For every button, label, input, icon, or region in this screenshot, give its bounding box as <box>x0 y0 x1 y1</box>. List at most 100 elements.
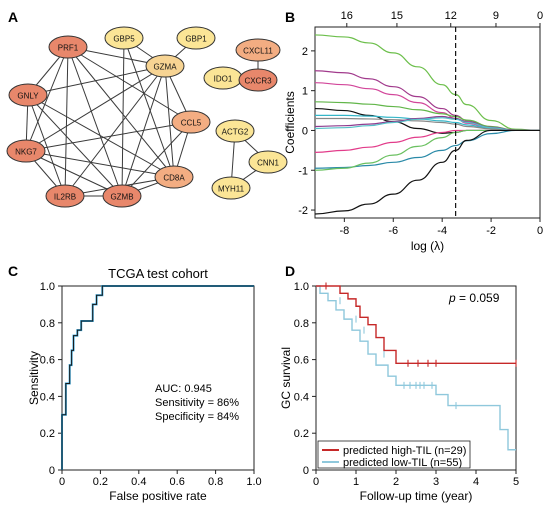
network-edge <box>121 121 192 197</box>
network-edge <box>67 46 192 123</box>
network-node-ccl5: CCL5 <box>171 110 211 134</box>
network-nodes: PRF1 GBP5 GBP1 GZMA CXCL11 GNLY IDO1 CXCR3 CCL5 A… <box>6 26 288 208</box>
d-legend-box <box>317 440 471 469</box>
panel-d-label: D <box>285 263 295 279</box>
b-x-tick-label: -4 <box>437 225 447 237</box>
b-coef-series-12 <box>314 129 540 215</box>
c-y-tick-label: 1.0 <box>40 281 55 293</box>
network-node-il2rb: IL2RB <box>45 184 85 208</box>
b-coef-series-10 <box>314 129 540 169</box>
node-label: CXCR3 <box>244 77 272 86</box>
b-y-axis-label: Coefficients <box>283 91 297 153</box>
node-label: GZMA <box>153 63 177 72</box>
node-ellipse <box>104 26 144 50</box>
d-x-tick-label: 1 <box>353 476 359 488</box>
d-y-tick-label: 0.4 <box>294 391 309 403</box>
node-label: IDO1 <box>214 75 233 84</box>
network-edge <box>64 65 166 197</box>
node-label: IL2RB <box>54 193 76 202</box>
c-x-tick-label: 0.2 <box>93 476 108 488</box>
d-y-tick-label: 0.6 <box>294 355 309 367</box>
d-x-tick-label: 0 <box>313 476 319 488</box>
network-edge <box>164 65 175 178</box>
panel-b-lasso-path: B Coefficients log (λ) -8 -6 -4 -2 0-2-10121… <box>283 9 543 253</box>
b-coef-series-8 <box>314 117 540 132</box>
d-y-tick-label: 0.8 <box>294 318 309 330</box>
c-chart-title: TCGA test cohort <box>108 266 208 281</box>
c-y-tick-label: 0.4 <box>40 391 55 403</box>
b-x-axis-label: log (λ) <box>411 239 444 253</box>
d-y-tick-label: 1.0 <box>294 281 309 293</box>
c-specificity-annotation: Specificity = 84% <box>155 411 239 423</box>
b-y-tick-label: 1 <box>302 86 308 98</box>
c-auc-annotation: AUC: 0.945 <box>155 383 212 395</box>
d-x-tick-label: 2 <box>393 476 399 488</box>
c-y-tick-label: 0.6 <box>40 355 55 367</box>
c-x-tick-label: 0.6 <box>170 476 185 488</box>
b-y-tick-label: 0 <box>302 125 308 137</box>
d-x-tick-label: 3 <box>433 476 439 488</box>
d-pvalue-symbol: p <box>448 291 456 305</box>
network-edge <box>121 37 125 197</box>
network-edge <box>27 65 166 96</box>
d-legend-label-low: predicted low-TIL (n=55) <box>343 457 462 469</box>
d-legend-label-high: predicted high-TIL (n=29) <box>343 445 466 457</box>
b-y-tick-label: 2 <box>302 46 308 58</box>
c-sensitivity-annotation: Sensitivity = 86% <box>155 397 239 409</box>
node-ellipse <box>215 119 255 143</box>
c-plot-area: 0 0.2 0.4 0.6 0.8 1.0 0 0.2 0.4 0.6 0.8 1.0 <box>40 281 262 488</box>
node-ellipse <box>145 54 185 78</box>
network-edge <box>123 37 175 178</box>
node-ellipse <box>211 176 251 200</box>
node-ellipse <box>171 110 211 134</box>
panel-a-network: A PRF1 GBP5 GBP1 GZMA CXCL11 GNLY IDO1 CXCR3 CCL… <box>6 9 288 208</box>
b-top-tick-label: 12 <box>445 10 457 22</box>
node-ellipse <box>176 26 216 50</box>
c-plot-frame <box>61 285 255 471</box>
node-ellipse <box>235 38 281 62</box>
network-edge <box>121 65 166 197</box>
network-node-cd8a: CD8A <box>154 165 194 189</box>
node-label: GBP1 <box>185 35 207 44</box>
network-node-actg2: ACTG2 <box>215 119 255 143</box>
network-node-gzma: GZMA <box>145 54 185 78</box>
network-node-gnly: GNLY <box>8 83 48 107</box>
c-x-tick-label: 0 <box>59 476 65 488</box>
b-y-tick-label: -2 <box>298 205 308 217</box>
b-coef-series-3 <box>314 101 541 132</box>
network-edge <box>27 94 123 197</box>
node-label: CXCL11 <box>243 47 273 56</box>
node-label: NKG7 <box>15 148 37 157</box>
network-edge <box>25 46 69 152</box>
node-ellipse <box>102 184 142 208</box>
b-coef-series-2 <box>314 82 540 132</box>
network-edge <box>25 121 192 152</box>
network-edge <box>64 46 69 197</box>
node-ellipse <box>8 83 48 107</box>
node-ellipse <box>6 139 46 163</box>
d-x-axis-label: Follow-up time (year) <box>360 489 473 503</box>
panel-b-label: B <box>285 9 295 25</box>
d-legend: predicted high-TIL (n=29) predicted low-… <box>317 440 471 469</box>
c-y-tick-label: 0.2 <box>40 428 55 440</box>
d-survival-curve-0 <box>316 285 516 364</box>
c-y-tick-label: 0.8 <box>40 318 55 330</box>
node-ellipse <box>248 150 288 174</box>
c-x-tick-label: 1.0 <box>246 476 261 488</box>
d-x-tick-label: 4 <box>473 476 479 488</box>
c-y-tick-label: 0 <box>49 465 55 477</box>
d-plot-frame <box>315 285 517 471</box>
c-x-tick-label: 0.4 <box>131 476 146 488</box>
node-label: CNN1 <box>257 159 279 168</box>
b-top-tick-label: 0 <box>537 10 543 22</box>
b-top-tick-label: 9 <box>493 10 499 22</box>
panel-c-roc: C TCGA test cohort Sensitivity False pos… <box>8 263 262 503</box>
d-pvalue-text: = 0.059 <box>456 291 500 305</box>
network-edges <box>25 37 269 197</box>
network-node-gbp5: GBP5 <box>104 26 144 50</box>
b-coef-series-0 <box>314 34 541 132</box>
d-y-tick-label: 0.2 <box>294 428 309 440</box>
b-coef-series-6 <box>314 117 540 132</box>
